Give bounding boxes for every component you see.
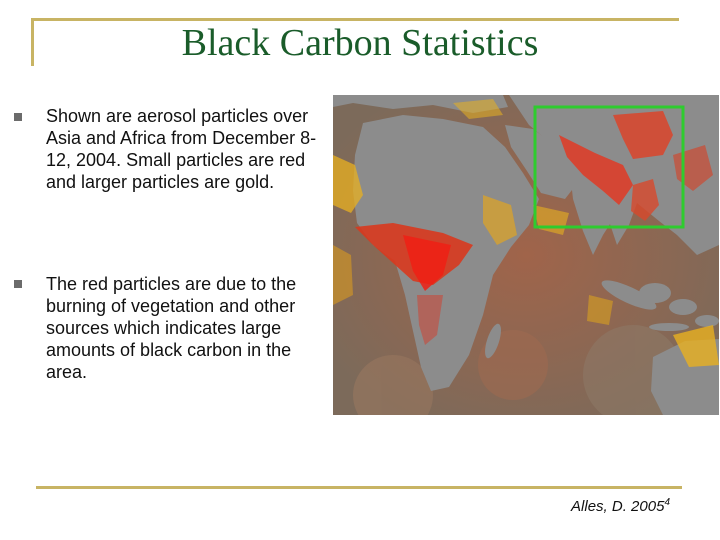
footer-rule [36, 486, 682, 489]
citation: Alles, D. 20054 [571, 497, 670, 515]
small-particle-plume-africa [355, 223, 473, 345]
bullet-text: The red particles are due to the burning… [46, 274, 297, 382]
citation-superscript: 4 [664, 497, 670, 508]
arabia-land [505, 125, 579, 199]
square-bullet-icon [14, 113, 22, 121]
indonesia-islands [601, 280, 719, 331]
aerosol-map-graphic [333, 95, 719, 415]
bullet-text: Shown are aerosol particles over Asia an… [46, 106, 317, 192]
madagascar-land [485, 323, 501, 359]
title-frame-top-rule [31, 18, 679, 21]
slide-title: Black Carbon Statistics [181, 22, 539, 64]
title-frame-left-rule [31, 18, 34, 66]
large-particle-regions [333, 99, 719, 367]
square-bullet-icon [14, 280, 22, 288]
citation-text: Alles, D. 2005 [571, 498, 665, 515]
highlight-box [533, 105, 685, 229]
aerosol-satellite-map [333, 95, 719, 415]
